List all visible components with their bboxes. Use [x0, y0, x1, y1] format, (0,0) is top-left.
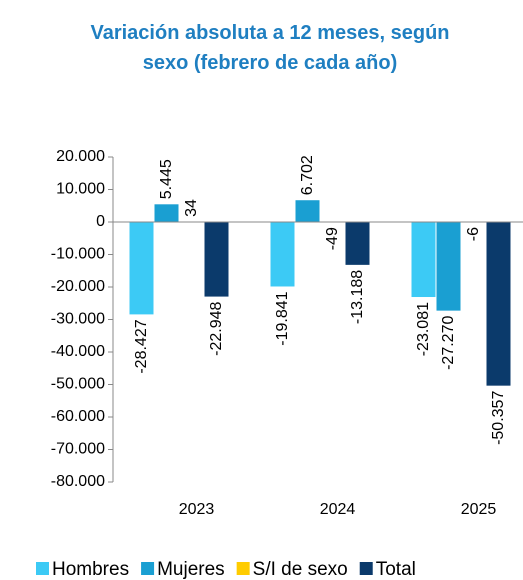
- y-tick-label: -30.000: [51, 311, 105, 328]
- bar: [154, 204, 179, 222]
- legend-label: Hombres: [52, 559, 129, 580]
- data-label: 34: [183, 199, 200, 217]
- bar: [270, 222, 295, 287]
- legend-label: Total: [376, 559, 416, 580]
- bar: [486, 222, 511, 386]
- y-tick-label: -80.000: [51, 473, 105, 490]
- legend-label: S/I de sexo: [253, 559, 348, 580]
- data-label: -22.948: [208, 301, 225, 355]
- y-tick-label: -60.000: [51, 408, 105, 425]
- y-tick-label: -10.000: [51, 246, 105, 263]
- data-label: -13.188: [349, 270, 366, 324]
- data-label: -19.841: [274, 291, 291, 345]
- x-tick-label: 2024: [320, 501, 356, 518]
- y-tick-label: 10.000: [56, 181, 105, 198]
- data-label: -23.081: [415, 302, 432, 356]
- y-tick-label: 0: [96, 213, 105, 230]
- data-label: -50.357: [490, 391, 507, 445]
- data-label: 5.445: [158, 159, 175, 199]
- x-tick-label: 2025: [461, 501, 497, 518]
- y-tick-label: -50.000: [51, 376, 105, 393]
- data-label: -27.270: [440, 316, 457, 370]
- bar: [345, 222, 370, 265]
- data-label: -6: [465, 227, 482, 241]
- data-label: -28.427: [133, 319, 150, 373]
- bar: [411, 222, 436, 298]
- chart-title: Variación absoluta a 12 meses, según sex…: [90, 22, 450, 74]
- data-label: -49: [324, 227, 341, 250]
- legend-swatch: [36, 562, 49, 575]
- data-label: 6.702: [299, 155, 316, 195]
- bar: [204, 222, 229, 297]
- x-tick-label: 2023: [179, 501, 215, 518]
- y-tick-label: -70.000: [51, 441, 105, 458]
- bar: [295, 200, 320, 222]
- legend-swatch: [236, 562, 250, 575]
- y-tick-label: 20.000: [56, 148, 105, 165]
- legend-swatch: [359, 562, 373, 575]
- legend-label: Mujeres: [157, 559, 225, 580]
- bar: [129, 222, 154, 315]
- y-tick-label: -40.000: [51, 343, 105, 360]
- legend-swatch: [141, 562, 155, 575]
- bar: [436, 222, 461, 311]
- y-tick-label: -20.000: [51, 278, 105, 295]
